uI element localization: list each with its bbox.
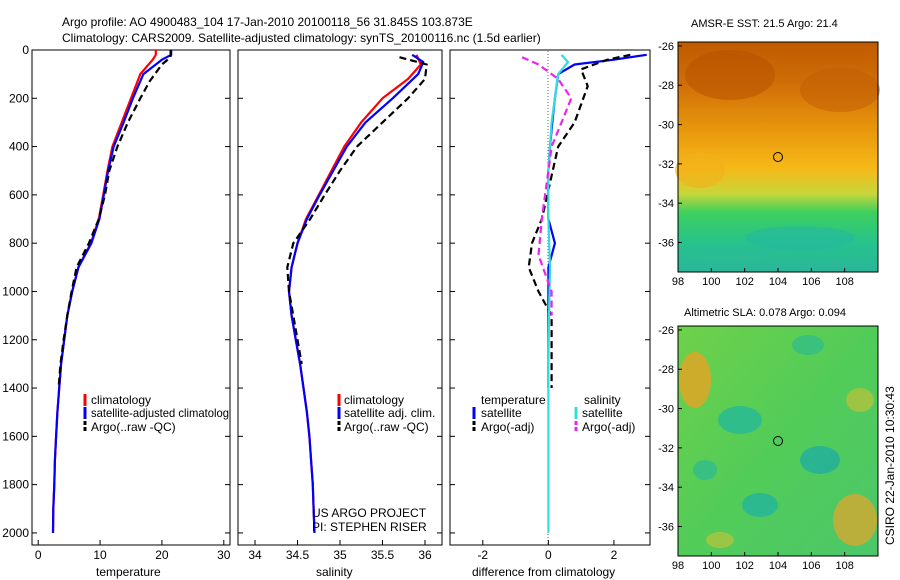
x-tick-label: -2 (477, 548, 488, 562)
legend-label-temp-argo: Argo(-adj) (481, 420, 534, 434)
x-tick-label: 34.5 (286, 548, 310, 562)
project-name: US ARGO PROJECT (312, 506, 427, 520)
series-line-argo-raw-qc- (57, 50, 172, 389)
lon-tick-label: 108 (835, 560, 853, 572)
y-tick-label: 1600 (2, 429, 29, 443)
lat-tick-label: -32 (658, 443, 674, 455)
x-tick-label: 0 (545, 548, 552, 562)
y-tick-label: 1000 (2, 284, 29, 298)
legend-label-climatology: climatology (344, 393, 404, 407)
float-location-marker-sla (773, 436, 783, 446)
salinity-legend: climatology satellite adj. clim. Argo(..… (337, 393, 435, 434)
series-line-salinity-satellite (547, 54, 570, 533)
lon-tick-label: 102 (735, 276, 753, 288)
lon-tick-label: 98 (672, 560, 684, 572)
lon-tick-label: 100 (702, 560, 720, 572)
y-tick-label: 1400 (2, 381, 29, 395)
x-tick-label: 34 (248, 548, 262, 562)
y-tick-label: 1200 (2, 333, 29, 347)
figure-title-line2: Climatology: CARS2009. Satellite-adjuste… (62, 31, 541, 45)
legend-label-sal-argo: Argo(-adj) (582, 420, 635, 434)
lat-tick-label: -26 (658, 325, 674, 337)
x-tick-label: 20 (155, 548, 169, 562)
difference-panel (449, 49, 651, 546)
x-tick-label: 30 (217, 548, 231, 562)
lon-tick-label: 106 (802, 276, 820, 288)
sla-map-title: Altimetric SLA: 0.078 Argo: 0.094 (684, 307, 846, 319)
x-tick-label: 36 (418, 548, 432, 562)
x-tick-label: 2 (611, 548, 618, 562)
y-tick-label: 0 (22, 43, 29, 57)
x-tick-label: 0 (35, 548, 42, 562)
y-tick-label: 1800 (2, 478, 29, 492)
figure-title-line1: Argo profile: AO 4900483_104 17-Jan-2010… (62, 15, 473, 29)
x-axis-label-temperature: temperature (96, 565, 161, 579)
lon-tick-label: 98 (672, 276, 684, 288)
salinity-panel (237, 49, 443, 546)
lat-tick-label: -36 (658, 238, 674, 250)
temperature-panel (31, 49, 231, 546)
map-axis-ticks: 98 100 102 104 106 108 -26 -28 -30 -32 -34 -36 98 100… (658, 41, 854, 572)
series-line-satellite-adjusted-climatolog (51, 50, 173, 533)
lat-tick-label: -28 (658, 364, 674, 376)
lat-tick-label: -36 (658, 522, 674, 534)
series-line-temperature-satellite (547, 53, 647, 388)
lat-tick-label: -32 (658, 159, 674, 171)
sst-map-title: AMSR-E SST: 21.5 Argo: 21.4 (691, 18, 838, 30)
lon-tick-label: 104 (769, 276, 787, 288)
sst-map (675, 41, 880, 273)
legend-label-sal-satellite: satellite (582, 406, 623, 420)
y-tick-label: 400 (9, 140, 29, 154)
lat-tick-label: -34 (658, 198, 674, 210)
credit-timestamp: CSIRO 22-Jan-2010 10:30:43 (883, 386, 897, 545)
principal-investigator: PI: STEPHEN RISER (312, 520, 427, 534)
x-tick-label: 35 (333, 548, 347, 562)
legend-label-satellite: satellite-adjusted climatolog (91, 406, 229, 420)
series-line-satellite-adj-clim- (287, 53, 425, 533)
x-tick-label: 10 (93, 548, 107, 562)
y-tick-label: 2000 (2, 526, 29, 540)
y-tick-label: 600 (9, 188, 29, 202)
lon-tick-label: 102 (735, 560, 753, 572)
legend-label-climatology: climatology (91, 393, 151, 407)
series-line-salinity-argo-adj- (521, 56, 573, 316)
lat-tick-label: -34 (658, 482, 674, 494)
chart-marks: 0 10 20 30020040060080010001200140016001800… (2, 43, 650, 562)
legend-header-salinity: salinity (584, 393, 621, 407)
temperature-legend: climatology satellite-adjusted climatolo… (83, 393, 229, 434)
legend-label-satellite: satellite adj. clim. (344, 406, 435, 420)
x-axis-label-salinity: salinity (316, 565, 353, 579)
lat-tick-label: -30 (658, 404, 674, 416)
legend-header-temperature: temperature (481, 393, 546, 407)
lon-tick-label: 106 (802, 560, 820, 572)
series-line-climatology (51, 50, 157, 533)
lon-tick-label: 104 (769, 560, 787, 572)
x-tick-label: 35.5 (371, 548, 395, 562)
y-tick-label: 200 (9, 91, 29, 105)
sla-map (677, 325, 879, 557)
float-location-marker-sst (773, 152, 783, 162)
y-tick-label: 800 (9, 236, 29, 250)
lon-tick-label: 108 (835, 276, 853, 288)
difference-legend: temperature salinity satellite Argo(-adj… (472, 393, 635, 434)
series-line-temperature-argo-adj- (527, 53, 631, 388)
x-axis-label-difference: difference from climatology (472, 565, 615, 579)
lat-tick-label: -28 (658, 80, 674, 92)
lat-tick-label: -26 (658, 41, 674, 53)
series-line-climatology (287, 54, 422, 533)
lon-tick-label: 100 (702, 276, 720, 288)
legend-label-argo: Argo(..raw -QC) (344, 420, 429, 434)
series-line-argo-raw-qc- (286, 56, 428, 365)
legend-label-argo: Argo(..raw -QC) (91, 420, 176, 434)
legend-label-temp-satellite: satellite (481, 406, 522, 420)
lat-tick-label: -30 (658, 120, 674, 132)
